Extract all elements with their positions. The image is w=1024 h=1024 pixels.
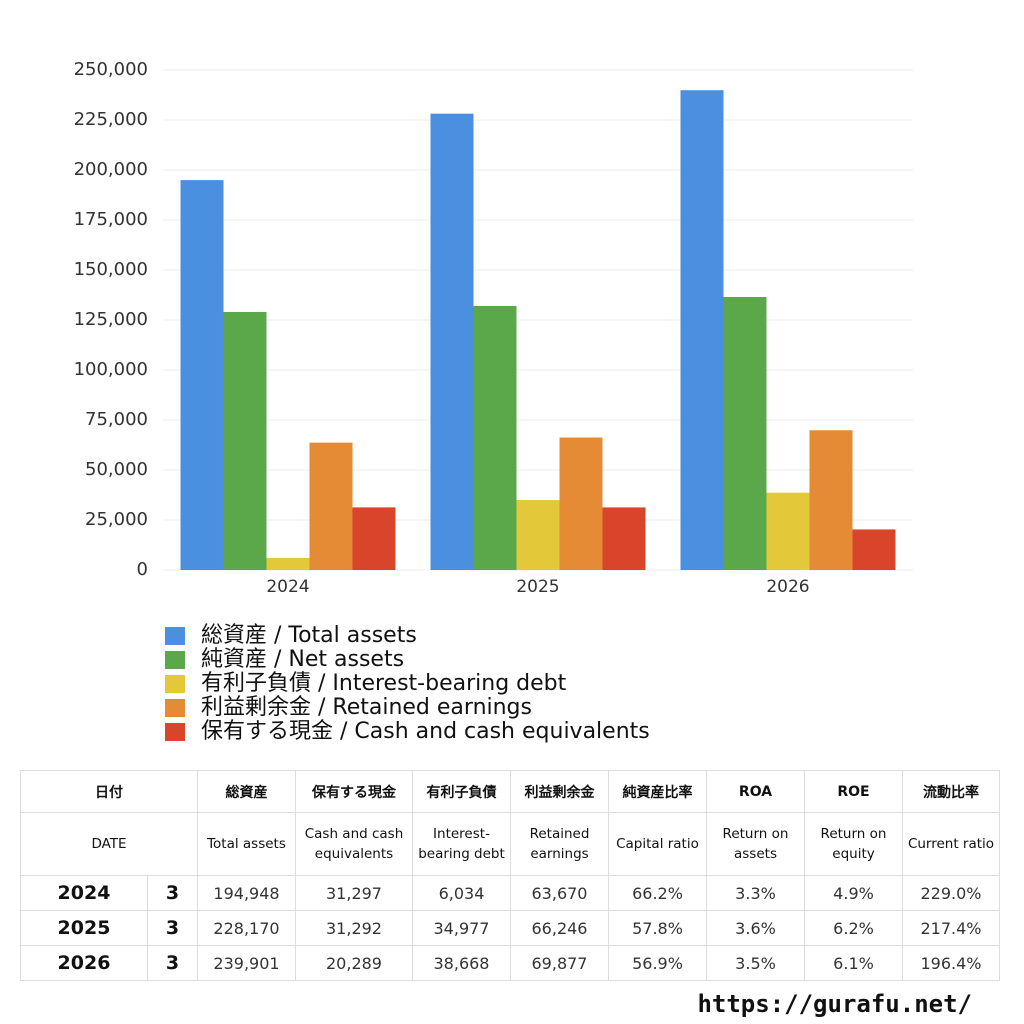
y-tick-label: 150,000 bbox=[74, 259, 148, 280]
chart: 0 25,000 50,000 75,000 100,000 125,000 150,000… bbox=[74, 59, 913, 744]
header-cell: Current ratio bbox=[902, 812, 1000, 876]
table-cell: 6.1% bbox=[804, 945, 903, 981]
header-cell: Retained earnings bbox=[510, 812, 609, 876]
table-cell: 6,034 bbox=[412, 875, 511, 911]
bar bbox=[766, 492, 810, 570]
bar bbox=[352, 507, 396, 570]
table-cell: 3 bbox=[147, 910, 198, 946]
data-row: 2026 3 239,901 20,289 38,668 69,877 56.9% 3.5% 6… bbox=[20, 945, 1000, 981]
bar bbox=[559, 437, 603, 570]
y-tick-label: 200,000 bbox=[74, 159, 148, 180]
header-cell: ROE bbox=[804, 770, 903, 813]
bar bbox=[266, 557, 310, 570]
table-cell: 4.9% bbox=[804, 875, 903, 911]
table-cell: 3 bbox=[147, 875, 198, 911]
header-cell: Return on assets bbox=[706, 812, 805, 876]
header-cell: 利益剰余金 bbox=[510, 770, 609, 813]
bar bbox=[680, 90, 724, 570]
table-cell: 56.9% bbox=[608, 945, 707, 981]
table-cell: 69,877 bbox=[510, 945, 609, 981]
x-tick-label: 2025 bbox=[516, 577, 559, 597]
bar bbox=[809, 430, 853, 570]
table-cell: 63,670 bbox=[510, 875, 609, 911]
data-row: 2024 3 194,948 31,297 6,034 63,670 66.2% 3.3% 4.… bbox=[20, 875, 1000, 911]
table-cell: 2024 bbox=[20, 875, 148, 911]
table-cell: 6.2% bbox=[804, 910, 903, 946]
header-cell: 純資産比率 bbox=[608, 770, 707, 813]
header-cell: 総資産 bbox=[197, 770, 296, 813]
y-tick-label: 250,000 bbox=[74, 59, 148, 80]
header-cell: Capital ratio bbox=[608, 812, 707, 876]
data-table: 日付 総資産 保有する現金 有利子負債 利益剰余金 純資産比率 ROA ROE 流動比率 DATE… bbox=[20, 770, 1000, 981]
table-cell: 3.6% bbox=[706, 910, 805, 946]
header-cell: 有利子負債 bbox=[412, 770, 511, 813]
header-cell: Return on equity bbox=[804, 812, 903, 876]
y-tick-label: 225,000 bbox=[74, 109, 148, 130]
table-cell: 196.4% bbox=[902, 945, 1000, 981]
table-cell: 38,668 bbox=[412, 945, 511, 981]
x-tick-label: 2024 bbox=[266, 577, 309, 597]
y-tick-label: 25,000 bbox=[85, 509, 148, 530]
y-tick-label: 50,000 bbox=[85, 459, 148, 480]
table-cell: 2026 bbox=[20, 945, 148, 981]
y-tick-label: 175,000 bbox=[74, 209, 148, 230]
table-cell: 239,901 bbox=[197, 945, 296, 981]
y-tick-label: 75,000 bbox=[85, 409, 148, 430]
table-cell: 3 bbox=[147, 945, 198, 981]
bar bbox=[723, 297, 767, 570]
legend-label: 有利子負債 / Interest-bearing debt bbox=[201, 671, 567, 696]
legend-swatch bbox=[165, 699, 185, 717]
y-tick-label: 125,000 bbox=[74, 309, 148, 330]
header-cell: 保有する現金 bbox=[295, 770, 413, 813]
table-cell: 31,297 bbox=[295, 875, 413, 911]
bar bbox=[180, 180, 224, 570]
header-cell: ROA bbox=[706, 770, 805, 813]
legend-label: 保有する現金 / Cash and cash equivalents bbox=[201, 719, 650, 744]
legend-swatch bbox=[165, 651, 185, 669]
y-tick-label: 100,000 bbox=[74, 359, 148, 380]
header-cell: 流動比率 bbox=[902, 770, 1000, 813]
table-cell: 66,246 bbox=[510, 910, 609, 946]
bar bbox=[309, 442, 353, 570]
table-cell: 34,977 bbox=[412, 910, 511, 946]
y-tick-label: 0 bbox=[137, 559, 148, 580]
bar bbox=[430, 113, 474, 570]
legend-swatch bbox=[165, 723, 185, 741]
legend-label: 純資産 / Net assets bbox=[201, 647, 404, 672]
table-cell: 217.4% bbox=[902, 910, 1000, 946]
table-cell: 66.2% bbox=[608, 875, 707, 911]
legend-label: 総資産 / Total assets bbox=[201, 623, 417, 648]
footer-url: https://gurafu.net/ bbox=[697, 990, 972, 1018]
table-cell: 3.3% bbox=[706, 875, 805, 911]
header-row: 日付 総資産 保有する現金 有利子負債 利益剰余金 純資産比率 ROA ROE 流動比率 bbox=[20, 770, 1000, 813]
bar bbox=[473, 306, 517, 570]
table-cell: 20,289 bbox=[295, 945, 413, 981]
bar bbox=[602, 507, 646, 570]
table-cell: 3.5% bbox=[706, 945, 805, 981]
legend-swatch bbox=[165, 627, 185, 645]
bar bbox=[852, 529, 896, 570]
table-cell: 228,170 bbox=[197, 910, 296, 946]
header-cell: 日付 bbox=[20, 770, 198, 813]
table-cell: 194,948 bbox=[197, 875, 296, 911]
bar bbox=[223, 312, 267, 570]
data-row: 2025 3 228,170 31,292 34,977 66,246 57.8% 3.6% 6… bbox=[20, 910, 1000, 946]
bar bbox=[516, 500, 560, 570]
header-cell: DATE bbox=[20, 812, 198, 876]
legend-swatch bbox=[165, 675, 185, 693]
table-cell: 2025 bbox=[20, 910, 148, 946]
legend-label: 利益剰余金 / Retained earnings bbox=[201, 695, 532, 720]
header-row: DATE Total assets Cash and cash equivalent… bbox=[20, 812, 1000, 876]
table-cell: 57.8% bbox=[608, 910, 707, 946]
table-cell: 31,292 bbox=[295, 910, 413, 946]
header-cell: Cash and cash equivalents bbox=[295, 812, 413, 876]
table-cell: 229.0% bbox=[902, 875, 1000, 911]
header-cell: Interest-bearing debt bbox=[412, 812, 511, 876]
header-cell: Total assets bbox=[197, 812, 296, 876]
x-tick-label: 2026 bbox=[766, 577, 809, 597]
